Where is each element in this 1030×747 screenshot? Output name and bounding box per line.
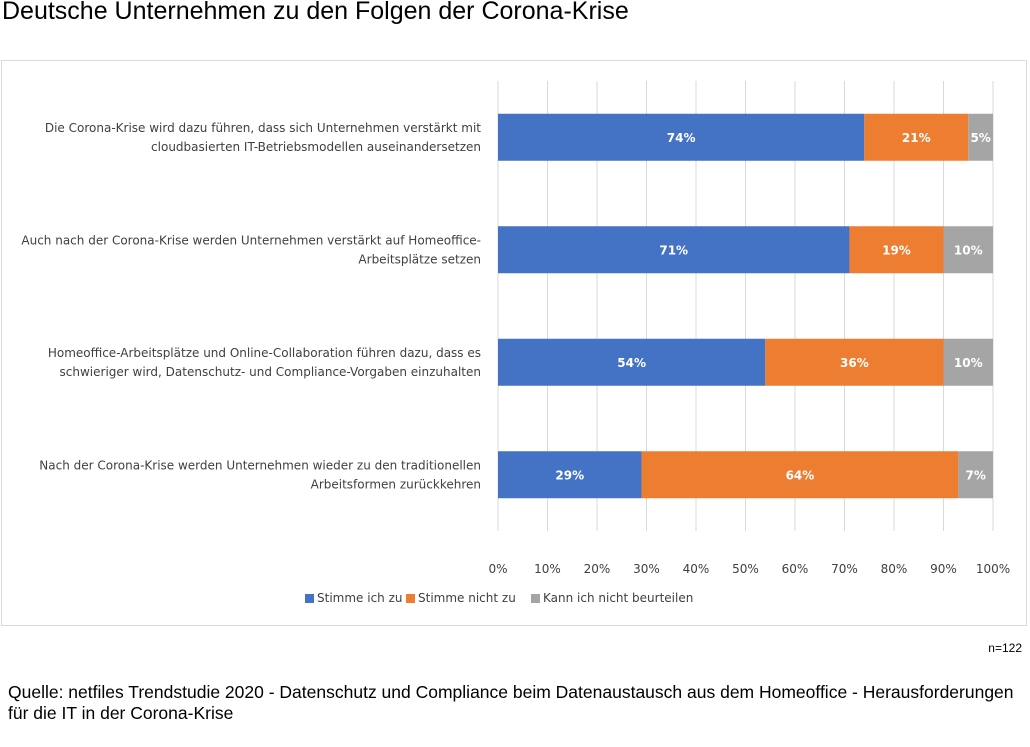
data-label: 7%	[965, 468, 985, 482]
x-tick-label: 100%	[976, 562, 1010, 576]
data-label: 5%	[970, 131, 990, 145]
x-tick-label: 80%	[881, 562, 908, 576]
x-tick-label: 0%	[488, 562, 507, 576]
category-label: schwieriger wird, Datenschutz- und Compl…	[60, 365, 481, 379]
x-tick-label: 10%	[534, 562, 561, 576]
bar-segment	[498, 451, 642, 499]
category-label: cloudbasierten IT-Betriebsmodellen ausei…	[151, 140, 481, 154]
bar-segment	[864, 113, 969, 161]
bar-segment	[765, 338, 944, 386]
legend-label: Kann ich nicht beurteilen	[543, 591, 693, 605]
stacked-bar-chart: 0% 10% 20% 30% 40% 50% 60% 70% 80% 90% 100% 74% 21% 5…	[21, 81, 1010, 605]
bar-segment	[498, 113, 865, 161]
bar-segment	[849, 226, 944, 274]
chart-area: 0% 10% 20% 30% 40% 50% 60% 70% 80% 90% 100% 74% 21% 5…	[1, 60, 1027, 626]
data-label: 64%	[786, 468, 815, 482]
legend-label: Stimme nicht zu	[418, 591, 516, 605]
data-label: 29%	[555, 468, 584, 482]
legend-swatch	[406, 594, 415, 603]
data-label: 71%	[659, 243, 688, 257]
category-label: Die Corona-Krise wird dazu führen, dass …	[45, 121, 481, 135]
category-label: Nach der Corona-Krise werden Unternehmen…	[39, 458, 481, 472]
x-tick-label: 30%	[633, 562, 660, 576]
legend-swatch	[531, 594, 540, 603]
bar-segment	[498, 338, 766, 386]
bar-segment	[968, 113, 993, 161]
bar-segment	[958, 451, 993, 499]
bar-segment	[943, 226, 993, 274]
legend-swatch	[305, 594, 314, 603]
chart-title: Deutsche Unternehmen zu den Folgen der C…	[2, 0, 629, 25]
sample-size-note: n=122	[988, 641, 1022, 655]
data-label: 10%	[954, 243, 983, 257]
category-label: Auch nach der Corona-Krise werden Untern…	[21, 233, 481, 247]
category-label: Arbeitsformen zurückkehren	[311, 477, 481, 491]
source-text: Quelle: netfiles Trendstudie 2020 - Date…	[8, 682, 1014, 723]
legend-label: Stimme ich zu	[317, 591, 403, 605]
x-tick-label: 40%	[683, 562, 710, 576]
bar-segment	[498, 226, 850, 274]
x-tick-label: 20%	[584, 562, 611, 576]
data-label: 21%	[902, 131, 931, 145]
data-label: 54%	[617, 356, 646, 370]
x-tick-label: 70%	[831, 562, 858, 576]
data-label: 10%	[954, 356, 983, 370]
category-label: Arbeitsplätze setzen	[358, 252, 481, 266]
bar-segment	[943, 338, 993, 386]
data-label: 74%	[667, 131, 696, 145]
data-label: 19%	[882, 243, 911, 257]
x-tick-label: 60%	[782, 562, 809, 576]
data-label: 36%	[840, 356, 869, 370]
x-tick-label: 90%	[930, 562, 957, 576]
x-tick-label: 50%	[732, 562, 759, 576]
bar-segment	[641, 451, 959, 499]
category-label: Homeoffice-Arbeitsplätze und Online-Coll…	[48, 346, 481, 360]
